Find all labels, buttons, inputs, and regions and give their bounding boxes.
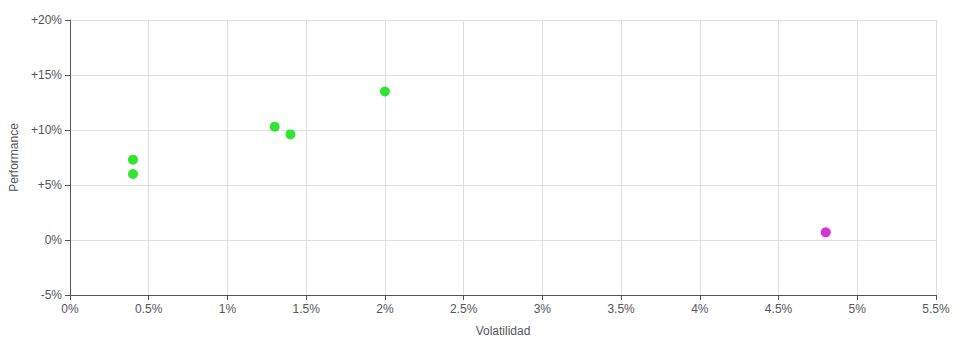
svg-text:5.5%: 5.5% bbox=[922, 302, 950, 316]
svg-text:0.5%: 0.5% bbox=[135, 302, 163, 316]
svg-text:3%: 3% bbox=[534, 302, 552, 316]
svg-text:+15%: +15% bbox=[31, 68, 62, 82]
svg-text:+20%: +20% bbox=[31, 13, 62, 27]
svg-text:2%: 2% bbox=[376, 302, 394, 316]
svg-text:2.5%: 2.5% bbox=[450, 302, 478, 316]
svg-text:4.5%: 4.5% bbox=[765, 302, 793, 316]
svg-text:0%: 0% bbox=[45, 233, 63, 247]
svg-text:5%: 5% bbox=[849, 302, 867, 316]
svg-text:+10%: +10% bbox=[31, 123, 62, 137]
svg-text:0%: 0% bbox=[61, 302, 79, 316]
svg-text:Performance: Performance bbox=[7, 123, 21, 192]
svg-text:-5%: -5% bbox=[41, 288, 63, 302]
svg-text:Volatilidad: Volatilidad bbox=[476, 324, 531, 338]
svg-text:3.5%: 3.5% bbox=[607, 302, 635, 316]
svg-text:+5%: +5% bbox=[38, 178, 63, 192]
svg-text:1.5%: 1.5% bbox=[293, 302, 321, 316]
svg-text:1%: 1% bbox=[219, 302, 237, 316]
svg-text:4%: 4% bbox=[691, 302, 709, 316]
